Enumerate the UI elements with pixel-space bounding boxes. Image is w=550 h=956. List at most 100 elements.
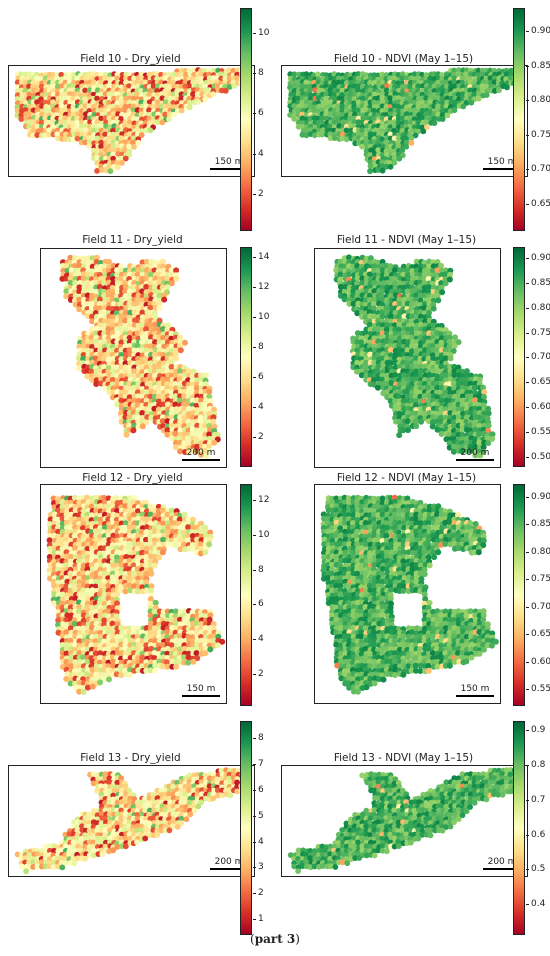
yield-point — [371, 288, 378, 295]
yield-point — [423, 119, 430, 126]
yield-point — [417, 292, 424, 299]
yield-point — [127, 330, 133, 337]
yield-point — [419, 103, 426, 110]
yield-point — [395, 104, 402, 110]
yield-point — [75, 625, 82, 632]
yield-point — [88, 642, 95, 649]
yield-point — [113, 545, 120, 552]
yield-point — [194, 443, 200, 450]
yield-point — [455, 406, 462, 413]
yield-point — [384, 380, 391, 387]
colorbar-tick-label: 0.85 — [525, 278, 550, 289]
yield-point — [72, 301, 79, 308]
yield-point — [434, 394, 441, 401]
yield-point — [84, 587, 91, 594]
yield-point — [459, 393, 466, 400]
yield-point — [86, 103, 93, 109]
yield-point — [59, 275, 66, 282]
yield-point — [72, 280, 79, 286]
yield-point — [155, 271, 162, 278]
yield-point — [159, 549, 166, 556]
yield-point — [92, 650, 99, 657]
yield-point — [162, 111, 169, 118]
yield-point — [387, 352, 394, 359]
yield-point — [105, 646, 112, 653]
yield-point — [130, 550, 137, 556]
yield-point — [388, 338, 395, 345]
field-10-ndvi-title: Field 10 - NDVI (May 1–15) — [333, 53, 474, 65]
yield-point — [76, 365, 82, 371]
yield-point — [26, 71, 33, 78]
yield-point — [438, 405, 445, 412]
yield-point — [122, 288, 129, 295]
yield-point — [355, 75, 362, 82]
yield-point — [405, 427, 411, 434]
yield-point — [176, 516, 183, 523]
yield-point — [42, 107, 49, 114]
yield-point — [165, 637, 172, 644]
yield-point — [93, 338, 100, 345]
yield-point — [344, 75, 350, 82]
yield-point — [408, 351, 415, 358]
yield-point — [105, 305, 112, 312]
yield-point — [126, 317, 133, 324]
yield-point — [86, 87, 93, 94]
yield-point — [198, 76, 205, 82]
yield-point — [134, 296, 141, 303]
yield-point — [409, 389, 415, 396]
yield-point — [485, 410, 492, 417]
yield-point — [181, 645, 188, 652]
yield-point — [426, 393, 433, 399]
yield-point — [489, 431, 496, 438]
yield-point — [291, 103, 298, 109]
yield-point — [59, 546, 66, 552]
yield-point — [139, 309, 146, 316]
yield-point — [295, 91, 302, 98]
yield-point — [409, 279, 416, 286]
yield-point — [101, 625, 108, 632]
field-11-ndvi-scalebar: 200 m — [456, 448, 494, 461]
yield-point — [413, 267, 420, 274]
yield-point — [67, 553, 74, 560]
yield-point — [51, 511, 58, 518]
yield-point — [403, 143, 410, 150]
yield-point — [76, 638, 83, 645]
yield-point — [387, 263, 394, 270]
yield-point — [481, 389, 488, 396]
yield-point — [84, 583, 91, 590]
yield-point — [319, 115, 325, 121]
yield-point — [434, 259, 441, 265]
yield-point — [451, 384, 458, 391]
field-11-yield-map: 200 m — [40, 248, 227, 468]
yield-point — [354, 263, 361, 269]
yield-point — [210, 414, 217, 421]
yield-point — [80, 259, 87, 266]
yield-point — [418, 418, 425, 425]
yield-point — [151, 562, 158, 569]
yield-point — [438, 342, 445, 349]
yield-point — [172, 608, 179, 615]
yield-point — [476, 431, 483, 438]
yield-point — [105, 292, 112, 299]
yield-point — [181, 541, 187, 548]
yield-point — [126, 131, 133, 137]
yield-point — [96, 599, 103, 606]
yield-point — [467, 87, 474, 94]
yield-point — [134, 402, 141, 409]
yield-point — [114, 272, 121, 278]
yield-point — [423, 72, 430, 78]
yield-point — [303, 79, 310, 86]
yield-point — [177, 334, 183, 341]
yield-point — [111, 147, 117, 153]
yield-point — [409, 271, 416, 278]
yield-point — [177, 524, 184, 531]
yield-point — [118, 380, 125, 387]
yield-point — [194, 536, 200, 543]
yield-point — [110, 634, 117, 641]
yield-point — [126, 123, 133, 130]
yield-point — [190, 410, 197, 417]
yield-point — [131, 422, 138, 429]
yield-point — [110, 280, 117, 287]
yield-point — [194, 422, 201, 429]
yield-point — [46, 537, 53, 544]
